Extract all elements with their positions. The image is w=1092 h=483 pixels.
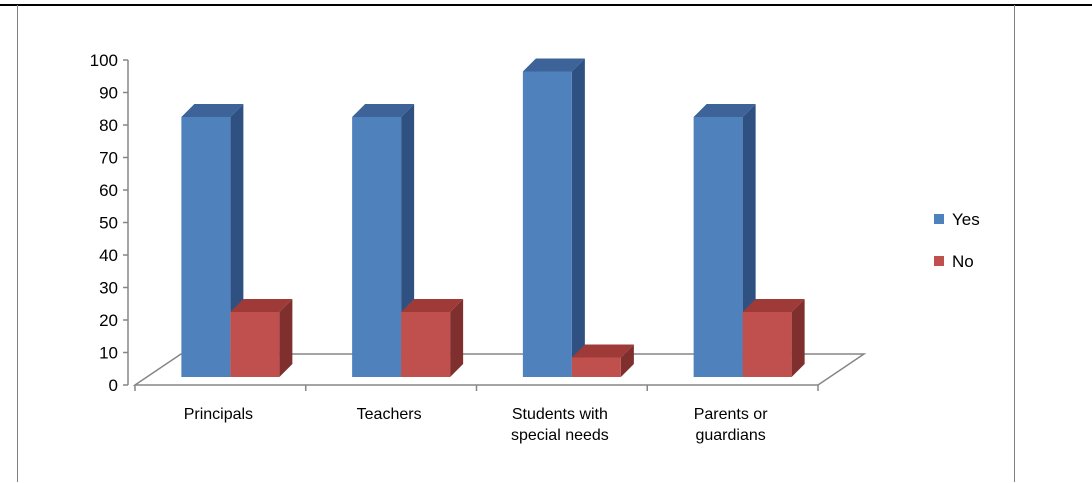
- chart-floor: [132, 353, 867, 386]
- legend-swatch-yes: [934, 214, 944, 224]
- legend-label-yes: Yes: [952, 210, 980, 229]
- bar-top-no: [401, 299, 464, 312]
- bar-top-yes: [522, 58, 585, 72]
- y-tick-label: 10: [99, 344, 118, 363]
- bar-top-no: [230, 299, 293, 312]
- category-label: Students with: [512, 406, 608, 423]
- y-tick-label: 90: [99, 84, 118, 103]
- chart-frame: [17, 5, 1015, 482]
- y-tick-label: 40: [99, 246, 118, 265]
- y-tick-label: 80: [99, 116, 118, 135]
- y-tick-label: 20: [99, 311, 118, 330]
- category-label: Parents or: [694, 406, 768, 423]
- bar-no: [742, 312, 792, 377]
- bar-top-no: [571, 344, 634, 358]
- y-tick-label: 60: [99, 181, 118, 200]
- y-tick-label: 70: [99, 149, 118, 168]
- bar-top-no: [742, 299, 805, 312]
- bar-side-no: [791, 299, 805, 377]
- bar-no: [230, 312, 280, 377]
- bar-yes: [181, 117, 231, 377]
- bar-no: [401, 312, 451, 377]
- bar-side-no: [279, 299, 293, 377]
- category-label: special needs: [511, 427, 609, 444]
- bar-side-no: [620, 344, 634, 377]
- bar-side-no: [450, 299, 464, 377]
- bar-top-yes: [693, 104, 756, 117]
- category-label: Teachers: [357, 406, 422, 423]
- legend-swatch-no: [934, 256, 944, 266]
- bar-no: [571, 357, 621, 377]
- bar-yes: [693, 117, 743, 377]
- legend-label-no: No: [952, 252, 974, 271]
- bar-top-yes: [181, 104, 244, 117]
- category-label: guardians: [695, 427, 765, 444]
- bar-yes: [352, 117, 402, 377]
- y-tick-label: 50: [99, 214, 118, 233]
- bar-yes: [522, 71, 572, 377]
- y-tick-label: 0: [109, 376, 118, 395]
- category-label: Principals: [184, 406, 253, 423]
- top-border-line: [0, 4, 1092, 6]
- bar-side-yes: [571, 58, 585, 377]
- y-tick-label: 100: [90, 51, 118, 70]
- y-tick-label: 30: [99, 279, 118, 298]
- bar-top-yes: [352, 104, 415, 117]
